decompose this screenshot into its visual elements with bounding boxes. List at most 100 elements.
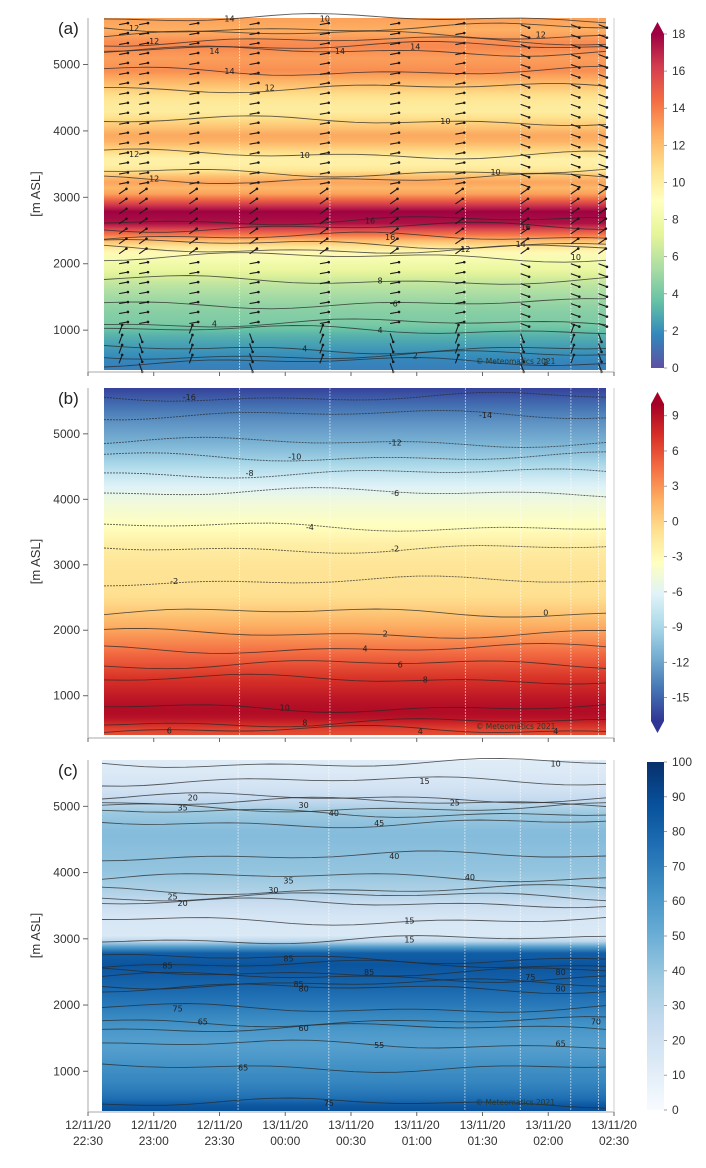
wind-arrow: [390, 311, 400, 315]
wind-arrow: [455, 22, 465, 26]
wind-arrow: [139, 152, 149, 155]
wind-arrow-head: [527, 116, 531, 119]
y-tick-label: 5000: [53, 57, 80, 71]
wind-arrow: [570, 103, 580, 108]
wind-arrow-head: [462, 141, 466, 144]
wind-arrow-head: [325, 237, 329, 240]
wind-arrow: [598, 218, 607, 225]
wind-arrow-head: [125, 247, 128, 250]
wind-arrow-head: [578, 295, 581, 299]
wind-arrow: [139, 52, 149, 56]
wind-arrow-head: [462, 41, 466, 45]
heatmap-field: [104, 18, 606, 370]
wind-arrow-head: [146, 310, 150, 314]
wind-arrow-head: [120, 333, 124, 337]
wind-arrow-head: [397, 131, 401, 134]
wind-arrow-head: [396, 227, 399, 230]
wind-arrow: [189, 162, 199, 165]
wind-arrow: [138, 208, 147, 215]
wind-arrow: [249, 311, 259, 315]
contour-label: 75: [173, 1004, 183, 1013]
wind-arrow: [570, 218, 579, 225]
wind-arrow-head: [327, 71, 331, 75]
wind-arrow: [455, 171, 465, 175]
wind-arrow-head: [462, 280, 466, 284]
wind-arrow-head: [578, 155, 581, 159]
contour-label: 14: [224, 15, 234, 24]
contour-line: [101, 850, 607, 862]
contour-line: [103, 65, 607, 76]
colorbar-bar: [651, 404, 664, 721]
contour-label: 8: [423, 675, 428, 684]
contour-label: -14: [479, 411, 492, 420]
contour-line: [103, 173, 607, 184]
wind-arrow-head: [604, 217, 608, 221]
wind-arrow: [319, 311, 329, 315]
wind-arrow: [319, 92, 329, 95]
wind-arrow-head: [126, 111, 130, 115]
wind-arrow-head: [255, 237, 259, 240]
wind-arrow-head: [126, 161, 130, 164]
wind-arrow-head: [397, 270, 401, 274]
heatmap-field: [102, 760, 606, 1111]
wind-arrow-head: [397, 310, 401, 314]
wind-arrow: [390, 171, 400, 175]
wind-arrow: [455, 142, 465, 145]
wind-arrow: [319, 171, 329, 175]
wind-arrow-head: [251, 360, 254, 364]
wind-arrow: [118, 261, 129, 265]
wind-arrow-head: [196, 91, 200, 95]
contour-line: [101, 1063, 607, 1073]
wind-arrow: [520, 188, 529, 195]
contour-label: 75: [525, 973, 535, 982]
wind-arrow: [455, 188, 464, 195]
wind-arrow-head: [327, 131, 331, 134]
wind-arrow: [139, 92, 149, 95]
contour-label: 12: [129, 150, 139, 159]
contour-line: [103, 22, 607, 33]
wind-arrow: [249, 42, 259, 46]
contour-label: 4: [302, 345, 307, 354]
wind-arrow-head: [578, 66, 581, 69]
wind-arrow: [570, 113, 580, 118]
wind-arrow: [520, 333, 525, 343]
wind-arrow: [118, 354, 123, 364]
wind-arrow: [139, 82, 149, 85]
wind-arrow: [570, 133, 580, 138]
contour-line: [103, 575, 607, 587]
wind-arrow: [118, 72, 129, 75]
wind-arrow: [118, 102, 129, 105]
wind-arrow-head: [257, 300, 260, 304]
y-tick-label: 2000: [53, 998, 80, 1012]
wind-arrow: [520, 228, 529, 235]
wind-arrow: [455, 218, 464, 225]
wind-arrow: [570, 248, 579, 255]
wind-arrow-head: [126, 131, 130, 134]
wind-arrow: [520, 123, 530, 128]
wind-arrow-head: [146, 161, 150, 164]
wind-arrow-head: [146, 171, 150, 174]
wind-arrow: [118, 188, 127, 195]
wind-arrow: [520, 363, 525, 373]
wind-arrow: [390, 271, 400, 275]
wind-arrow-head: [120, 353, 124, 357]
wind-arrow-head: [255, 197, 259, 201]
wind-arrow-head: [140, 340, 144, 344]
wind-arrow-head: [125, 207, 128, 211]
wind-arrow-head: [257, 31, 260, 35]
contour-label: 80: [299, 984, 309, 993]
wind-arrow-head: [257, 71, 260, 75]
wind-arrow: [598, 322, 608, 328]
colorbar-tick-label: 6: [672, 444, 679, 458]
wind-arrow-head: [126, 101, 130, 105]
wind-arrow: [249, 122, 259, 125]
y-tick-label: 4000: [53, 492, 80, 506]
contour-line: [103, 436, 607, 448]
wind-arrow: [570, 93, 580, 98]
wind-arrow: [390, 281, 400, 285]
wind-arrow-head: [146, 71, 150, 75]
wind-arrow: [189, 132, 199, 135]
wind-arrow: [139, 171, 149, 175]
wind-arrow: [118, 291, 129, 295]
wind-arrow: [319, 72, 329, 75]
